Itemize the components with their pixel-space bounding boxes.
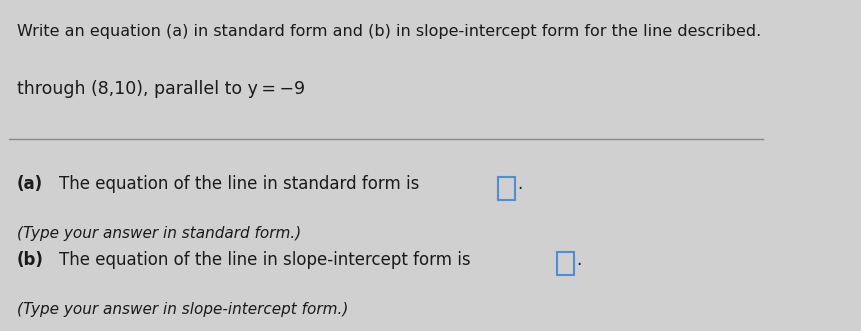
Text: (b): (b) — [16, 251, 44, 269]
Text: (Type your answer in slope-intercept form.): (Type your answer in slope-intercept for… — [16, 302, 348, 317]
Text: The equation of the line in slope-intercept form is: The equation of the line in slope-interc… — [59, 251, 475, 269]
Text: The equation of the line in standard form is: The equation of the line in standard for… — [59, 175, 424, 193]
Text: .: . — [517, 175, 522, 193]
Text: (a): (a) — [16, 175, 43, 193]
Text: (Type your answer in standard form.): (Type your answer in standard form.) — [16, 226, 300, 241]
Text: through (8,10), parallel to y = −9: through (8,10), parallel to y = −9 — [16, 80, 305, 98]
Text: Write an equation (a) in standard form and (b) in slope-intercept form for the l: Write an equation (a) in standard form a… — [16, 24, 760, 39]
Text: .: . — [576, 251, 581, 269]
